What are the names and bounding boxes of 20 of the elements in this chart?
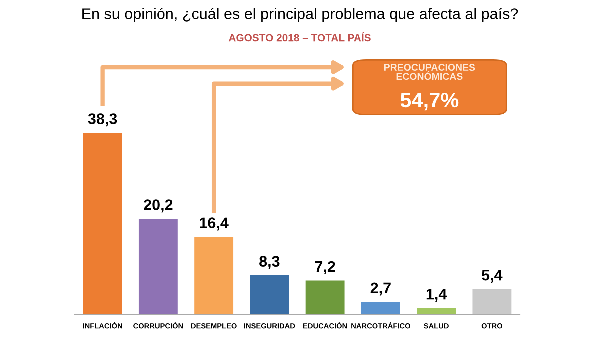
data-label: 16,4 [200,218,229,231]
bar [138,219,178,315]
data-label: 8,3 [260,256,280,270]
bar [250,276,290,315]
bar [194,237,234,315]
chart-subtitle: AGOSTO 2018 – TOTAL PAÍS [228,32,371,42]
bar [83,133,122,315]
data-label: 1,4 [426,289,448,302]
data-label: 5,4 [482,270,503,283]
data-label: 38,3 [88,114,118,127]
data-label: 20,2 [144,200,173,213]
data-label: 7,2 [315,261,336,274]
chart-title: En su opinión, ¿cuál es el principal problema que afecta al país? [82,8,518,22]
text: 54,7% [400,92,459,111]
bar [417,308,456,315]
data-label: 2,7 [370,282,391,296]
bar [361,302,400,315]
bar [472,289,512,315]
bar [306,280,345,315]
text: PREOCUPACIONES ECONÓMICAS [384,64,476,80]
